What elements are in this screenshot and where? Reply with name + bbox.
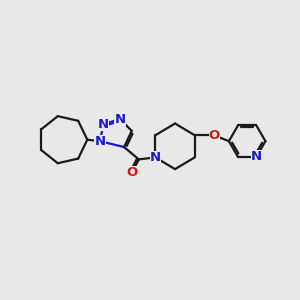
Text: N: N [98, 118, 109, 130]
Text: N: N [94, 135, 106, 148]
Text: N: N [150, 151, 161, 164]
Text: N: N [114, 112, 125, 126]
Text: O: O [126, 167, 137, 179]
Text: O: O [208, 129, 220, 142]
Text: N: N [251, 151, 262, 164]
